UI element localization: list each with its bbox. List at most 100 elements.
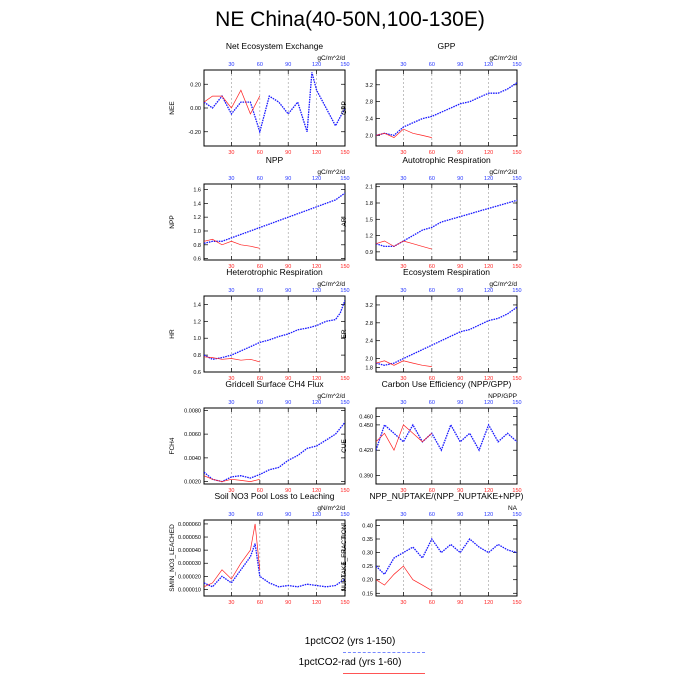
plot-frame — [203, 183, 346, 261]
series-line-1pctco2-rad — [376, 128, 432, 139]
x-tick-label-bottom: 90 — [457, 150, 463, 156]
y-tick-label: 0.20 — [362, 578, 373, 584]
x-tick-label-bottom: 90 — [457, 376, 463, 382]
plot-frame — [375, 519, 518, 597]
x-tick-label-bottom: 60 — [429, 264, 435, 270]
x-tick-label-top: 150 — [340, 62, 349, 68]
y-tick-label: 0.000030 — [178, 561, 201, 567]
y-axis-label: AR — [341, 217, 348, 226]
x-tick-label-bottom: 60 — [429, 376, 435, 382]
y-tick-label: 1.4 — [193, 201, 201, 207]
x-tick-label-bottom: 120 — [312, 376, 321, 382]
y-tick-label: 0.000020 — [178, 574, 201, 580]
x-tick-label-bottom: 60 — [257, 376, 263, 382]
chart-units: NA — [508, 505, 518, 512]
chart-title: Ecosystem Respiration — [403, 267, 490, 277]
x-tick-label-bottom: 30 — [400, 376, 406, 382]
x-tick-label-top: 30 — [228, 512, 234, 518]
x-tick-label-bottom: 120 — [312, 264, 321, 270]
x-tick-label-bottom: 120 — [484, 600, 493, 606]
x-tick-label-top: 120 — [484, 512, 493, 518]
series-line-1pctco2-rad — [204, 238, 260, 249]
x-tick-label-top: 90 — [457, 62, 463, 68]
y-tick-label: 0.00 — [190, 106, 201, 112]
x-tick-label-top: 90 — [457, 176, 463, 182]
x-tick-label-bottom: 120 — [484, 150, 493, 156]
y-tick-label: 1.2 — [193, 319, 201, 325]
plot-frame — [203, 295, 346, 373]
chart-title: Heterotrophic Respiration — [226, 267, 323, 277]
y-tick-label: 1.8 — [365, 366, 373, 372]
x-tick-label-top: 60 — [257, 288, 263, 294]
x-tick-label-top: 150 — [340, 288, 349, 294]
x-tick-label-top: 120 — [312, 176, 321, 182]
x-tick-label-bottom: 30 — [400, 150, 406, 156]
y-tick-label: 0.0020 — [184, 480, 201, 486]
y-tick-label: 0.9 — [365, 250, 373, 256]
chart-panel-2: GPP gC/m^2/d 30 30 60 60 90 90 120 120 150 150 2.0 2.… — [341, 41, 522, 156]
y-tick-label: 0.390 — [359, 474, 373, 480]
x-tick-label-top: 60 — [429, 400, 435, 406]
x-tick-label-bottom: 150 — [512, 264, 521, 270]
series-line-1pctco2 — [376, 306, 517, 366]
legend-label-1pctco2-rad: 1pctCO2-rad (yrs 1-60) — [298, 657, 402, 668]
x-tick-label-top: 30 — [228, 400, 234, 406]
x-tick-label-top: 60 — [429, 62, 435, 68]
y-tick-label: 3.2 — [365, 83, 373, 89]
chart-title: Soil NO3 Pool Loss to Leaching — [214, 491, 334, 501]
series-line-1pctco2 — [376, 423, 517, 452]
x-tick-label-top: 30 — [400, 512, 406, 518]
x-tick-label-top: 120 — [312, 400, 321, 406]
x-tick-label-top: 30 — [228, 62, 234, 68]
chart-panel-7: Gridcell Surface CH4 Flux gC/m^2/d 30 30 60 6… — [169, 379, 350, 494]
series-line-1pctco2-rad — [376, 360, 432, 367]
y-tick-label: 1.0 — [193, 229, 201, 235]
y-tick-label: 0.000010 — [178, 587, 201, 593]
y-tick-label: 1.2 — [365, 234, 373, 240]
y-tick-label: 2.4 — [365, 339, 373, 345]
x-tick-label-top: 90 — [457, 400, 463, 406]
x-tick-label-top: 90 — [285, 400, 291, 406]
x-tick-label-top: 90 — [285, 176, 291, 182]
x-tick-label-bottom: 90 — [457, 488, 463, 494]
series-line-1pctco2 — [204, 421, 345, 483]
series-line-1pctco2 — [204, 72, 345, 135]
legend-line-1pctco2-rad — [343, 673, 425, 674]
x-tick-label-top: 60 — [257, 512, 263, 518]
x-tick-label-top: 30 — [400, 288, 406, 294]
x-tick-label-bottom: 30 — [228, 150, 234, 156]
chart-panel-1: Net Ecosystem Exchange gC/m^2/d 30 30 60 60 90… — [169, 41, 350, 156]
x-tick-label-top: 120 — [484, 400, 493, 406]
y-tick-label: 2.0 — [365, 133, 373, 139]
chart-panel-6: Ecosystem Respiration gC/m^2/d 30 30 60 60 90 9… — [341, 267, 522, 382]
x-tick-label-top: 90 — [457, 288, 463, 294]
x-tick-label-bottom: 150 — [340, 150, 349, 156]
x-tick-label-bottom: 30 — [228, 600, 234, 606]
y-axis-label: ER — [341, 329, 348, 338]
y-axis-label: SMIN_NO3_LEACHED — [169, 524, 176, 592]
x-tick-label-top: 60 — [257, 176, 263, 182]
x-tick-label-bottom: 30 — [228, 376, 234, 382]
x-tick-label-bottom: 120 — [312, 600, 321, 606]
y-tick-label: 2.8 — [365, 100, 373, 106]
y-tick-label: 0.40 — [362, 523, 373, 529]
y-tick-label: 2.8 — [365, 321, 373, 327]
x-tick-label-top: 120 — [484, 176, 493, 182]
y-axis-label: CUE — [341, 438, 348, 452]
chart-units: NPP/GPP — [488, 393, 517, 400]
chart-units: gC/m^2/d — [489, 169, 517, 176]
chart-title: GPP — [438, 41, 456, 51]
x-tick-label-top: 150 — [512, 62, 521, 68]
x-tick-label-top: 150 — [512, 400, 521, 406]
y-tick-label: 0.450 — [359, 423, 373, 429]
y-axis-label: NUPTAKE_FRACTION — [341, 524, 348, 591]
chart-units: gC/m^2/d — [317, 55, 345, 62]
x-tick-label-top: 90 — [285, 62, 291, 68]
y-tick-label: 0.420 — [359, 448, 373, 454]
series-line-1pctco2-rad — [376, 424, 433, 452]
y-tick-label: 0.6 — [193, 370, 201, 376]
series-line-1pctco2 — [376, 537, 517, 576]
x-tick-label-top: 150 — [340, 176, 349, 182]
x-tick-label-top: 150 — [512, 512, 521, 518]
